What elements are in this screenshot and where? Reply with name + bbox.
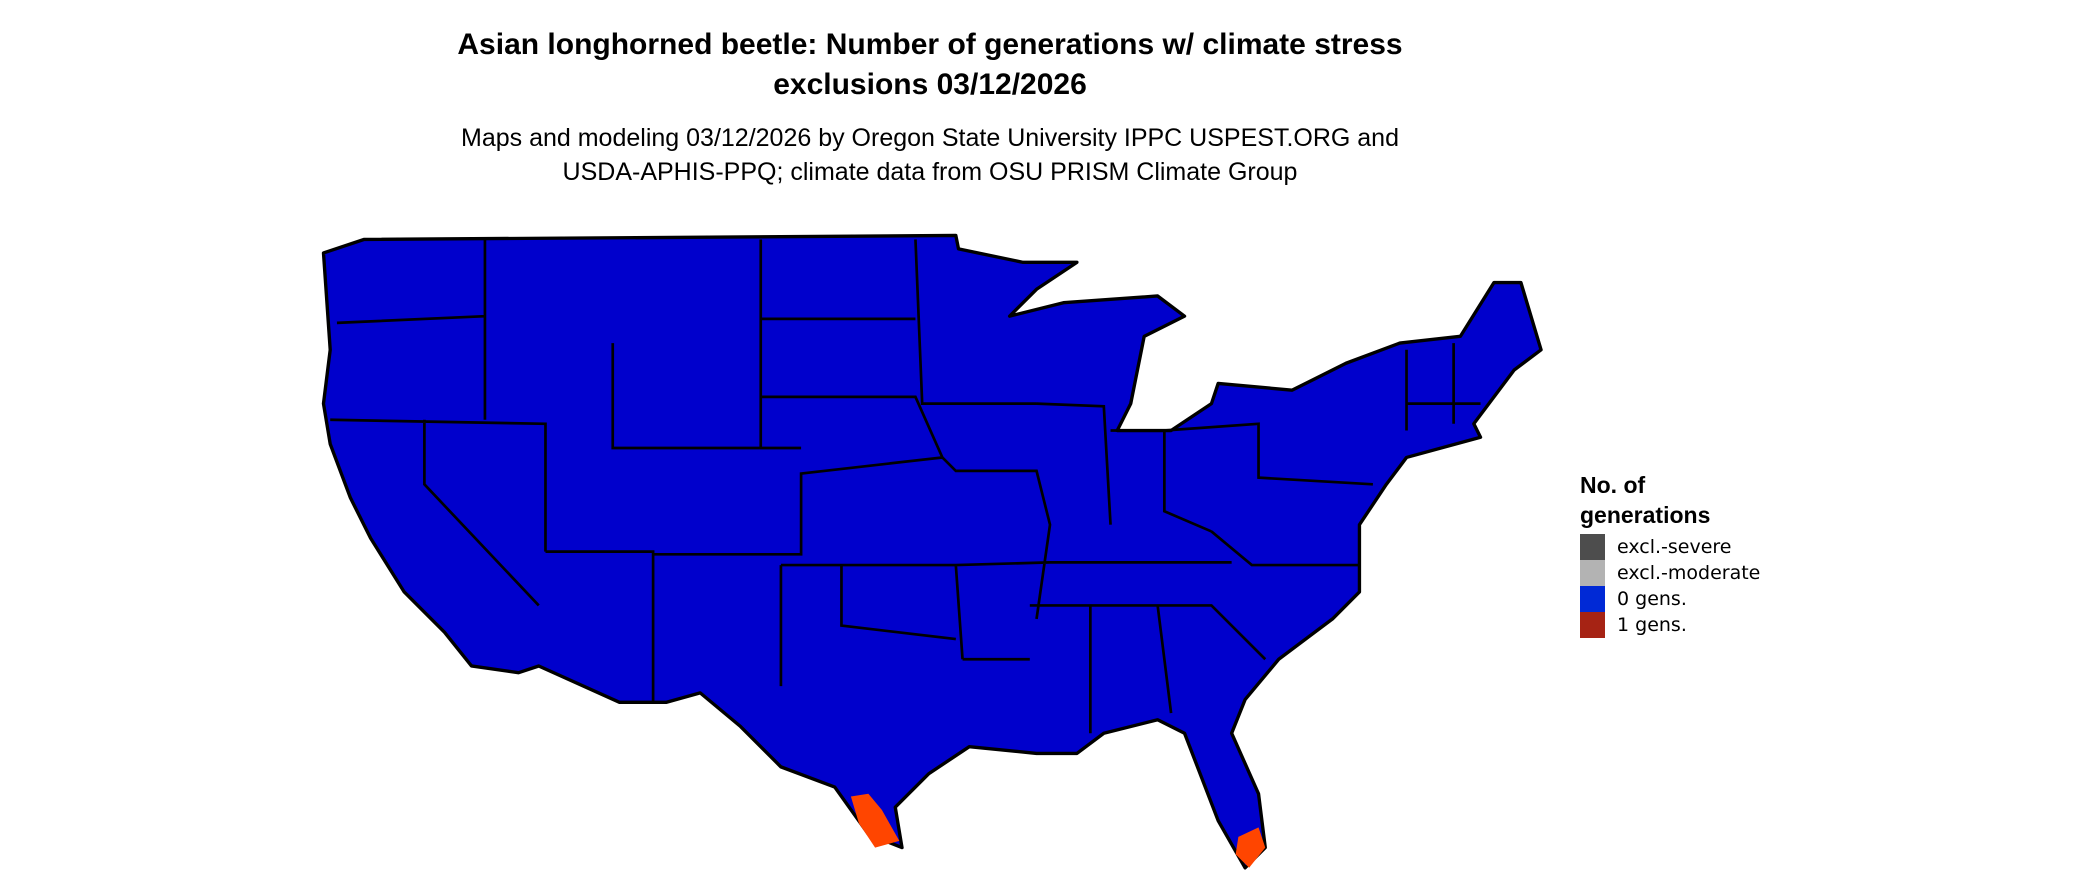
us-outline bbox=[321, 233, 1543, 870]
legend-swatch bbox=[1580, 612, 1605, 638]
legend-label: 1 gens. bbox=[1617, 614, 1687, 636]
legend: No. of generations excl.-severe excl.-mo… bbox=[1580, 470, 1760, 638]
legend-title-line2: generations bbox=[1580, 502, 1711, 528]
legend-label: excl.-moderate bbox=[1617, 562, 1761, 584]
legend-swatch bbox=[1580, 586, 1605, 612]
legend-item-0-gens: 0 gens. bbox=[1580, 586, 1760, 612]
state-borders bbox=[330, 239, 1481, 734]
legend-item-1-gens: 1 gens. bbox=[1580, 612, 1760, 638]
south-florida-one-gen-area bbox=[1235, 827, 1266, 868]
legend-title-line1: No. of bbox=[1580, 472, 1646, 498]
legend-swatch bbox=[1580, 534, 1605, 560]
map-title-line2: exclusions 03/12/2026 bbox=[773, 68, 1087, 101]
map-subtitle-line2: USDA-APHIS-PPQ; climate data from OSU PR… bbox=[562, 158, 1298, 186]
legend-item-excl-severe: excl.-severe bbox=[1580, 534, 1760, 560]
legend-swatch bbox=[1580, 560, 1605, 586]
south-texas-one-gen-area bbox=[850, 793, 900, 848]
legend-label: excl.-severe bbox=[1617, 536, 1732, 558]
legend-item-excl-moderate: excl.-moderate bbox=[1580, 560, 1760, 586]
map-title-line1: Asian longhorned beetle: Number of gener… bbox=[457, 28, 1403, 61]
map-subtitle-line1: Maps and modeling 03/12/2026 by Oregon S… bbox=[461, 124, 1399, 152]
legend-label: 0 gens. bbox=[1617, 588, 1687, 610]
